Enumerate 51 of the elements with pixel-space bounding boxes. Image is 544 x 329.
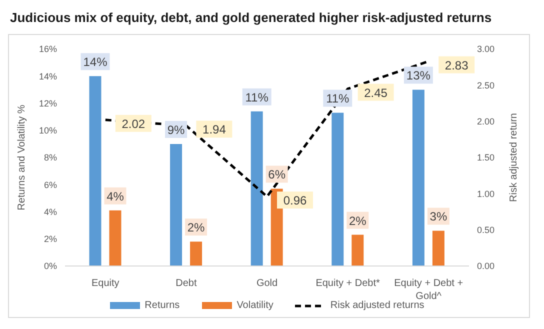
y2-tick-label: 3.00: [477, 44, 495, 54]
y2-tick-label: 1.50: [477, 152, 495, 163]
chart-title: Judicious mix of equity, debt, and gold generated higher risk-adjusted returns: [9, 9, 493, 27]
legend-label: Volatility: [236, 300, 274, 311]
y-tick-label: 4%: [44, 206, 57, 217]
y-axis-title: Returns and Volatility %: [16, 104, 28, 210]
x-tick-label: Equity + Debt + Gold^: [394, 278, 464, 302]
y-tick-label: 2%: [44, 234, 57, 244]
y-tick-label: 10%: [38, 126, 57, 136]
y2-axis-title: Risk adjusted return: [508, 113, 520, 202]
bar: [250, 111, 263, 266]
x-tick-label: Gold: [256, 278, 278, 289]
data-label: 2%: [348, 214, 367, 228]
y-tick-label: 12%: [38, 98, 57, 108]
data-label: 1.94: [202, 122, 226, 137]
data-label: 9%: [167, 122, 186, 137]
data-label: 4%: [106, 189, 124, 204]
data-label: 11%: [326, 92, 350, 106]
data-label: 2%: [187, 220, 206, 235]
x-tick-label: Equity + Debt*: [316, 278, 380, 289]
bar: [432, 230, 444, 266]
legend-label: Risk adjusted returns: [329, 300, 424, 311]
y-tick-label: 6%: [44, 180, 57, 190]
y-tick-label: 16%: [38, 44, 57, 54]
bar: [89, 76, 102, 266]
bar: [352, 234, 364, 266]
data-label: 14%: [83, 55, 108, 70]
bar: [109, 210, 122, 266]
bar: [412, 90, 424, 266]
y2-tick-label: 0.00: [477, 261, 495, 272]
data-label: 2.83: [444, 58, 469, 72]
bar: [190, 242, 202, 266]
y-tick-label: 0%: [44, 261, 57, 272]
data-label: 11%: [245, 90, 269, 104]
y-tick-label: 14%: [38, 71, 57, 82]
y2-tick-label: 2.00: [477, 116, 495, 127]
data-label: 3%: [430, 210, 448, 224]
data-label: 2.02: [122, 116, 146, 131]
data-label: 2.45: [364, 86, 388, 100]
x-tick-label: Equity: [92, 278, 120, 289]
y2-tick-label: 1.00: [477, 188, 495, 199]
data-label: 6%: [268, 168, 286, 182]
data-label: 0.96: [283, 194, 307, 208]
y2-tick-label: 2.50: [477, 80, 495, 90]
data-label: 13%: [406, 68, 431, 83]
y-tick-label: 8%: [44, 152, 57, 163]
x-tick-label: Debt: [176, 278, 197, 289]
bar: [332, 112, 344, 266]
bar: [170, 144, 182, 266]
y2-tick-label: 0.50: [477, 225, 495, 236]
legend-label: Returns: [144, 300, 180, 311]
